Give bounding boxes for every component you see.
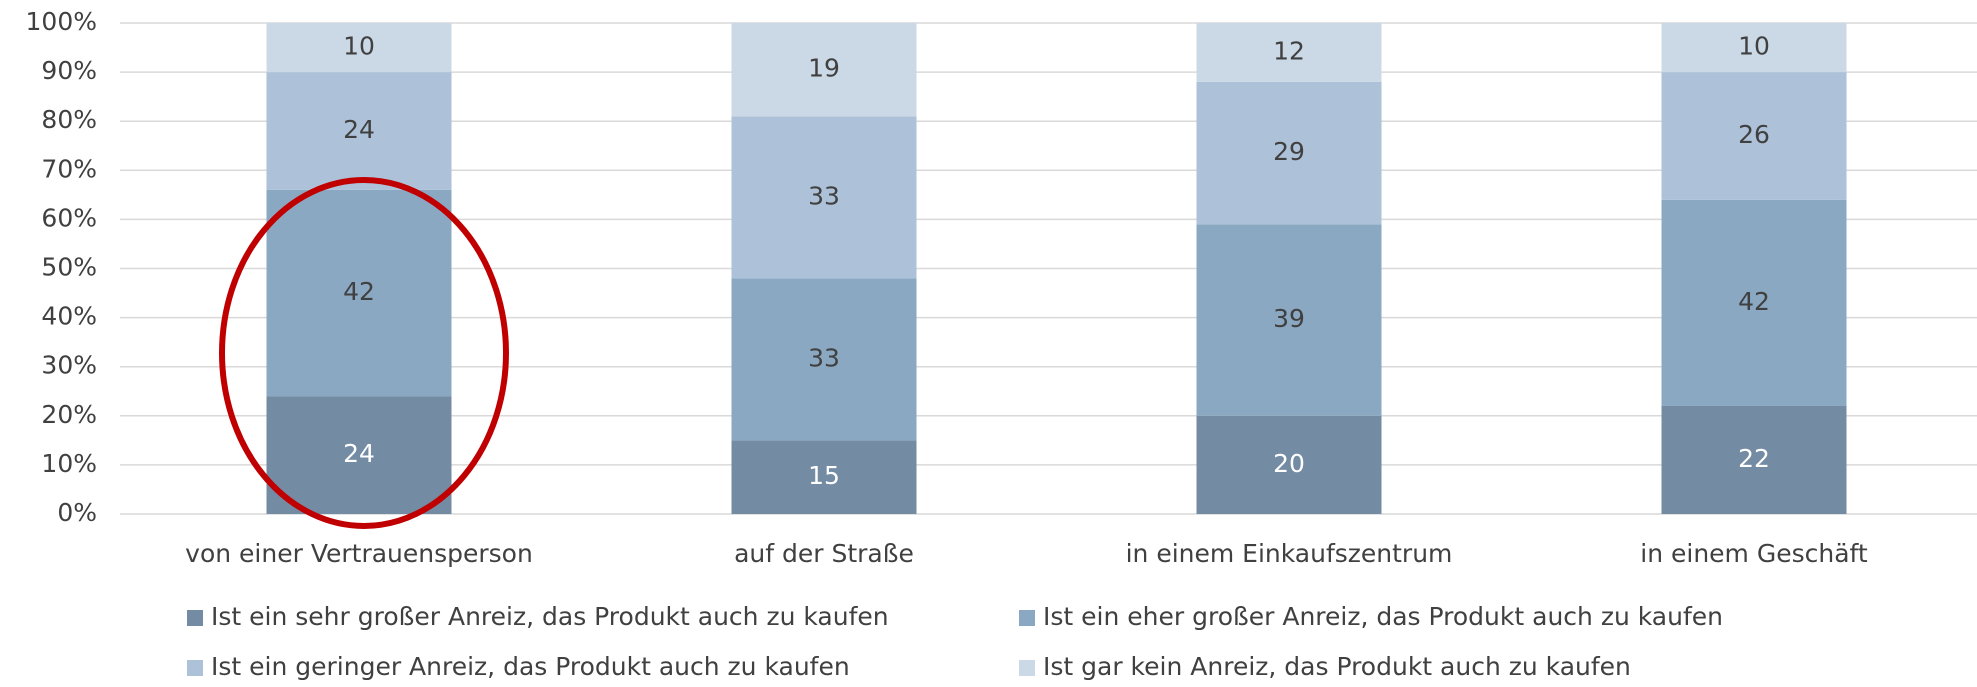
x-tick-label: von einer Vertrauensperson (185, 539, 533, 568)
bar-segment (1661, 72, 1847, 200)
legend-swatch (1019, 660, 1035, 676)
y-tick-label: 90% (41, 56, 97, 85)
data-label: 10 (343, 32, 375, 61)
highlight-ellipse (219, 177, 509, 529)
y-tick-label: 50% (41, 253, 97, 282)
data-label: 15 (808, 461, 840, 490)
plot: 0% 10% 20% 30% 40% 50% 60% 70% 80% 90% 100% von ein… (26, 7, 1977, 681)
data-label: 26 (1738, 120, 1770, 149)
legend-swatch (1019, 610, 1035, 626)
data-label: 12 (1273, 36, 1305, 65)
bar-segment (1196, 415, 1382, 514)
data-label: 24 (343, 115, 375, 144)
data-label: 42 (1738, 287, 1770, 316)
bar-segment (1196, 81, 1382, 225)
bar-segment (731, 23, 917, 117)
y-tick-label: 10% (41, 449, 97, 478)
bar-segment (266, 396, 452, 514)
data-label: 19 (808, 54, 840, 83)
bar-segment (731, 278, 917, 441)
data-label: 39 (1273, 304, 1305, 333)
x-tick-label: in einem Einkaufszentrum (1126, 539, 1453, 568)
data-label: 29 (1273, 137, 1305, 166)
legend-swatch (187, 660, 203, 676)
bar-segment (1196, 224, 1382, 416)
data-label: 20 (1273, 449, 1305, 478)
y-tick-label: 30% (41, 351, 97, 380)
x-tick-label: in einem Geschäft (1640, 539, 1868, 568)
bar-segment (1661, 199, 1847, 406)
legend-swatch (187, 610, 203, 626)
y-tick-label: 80% (41, 105, 97, 134)
legend-label: Ist gar kein Anreiz, das Produkt auch zu… (1043, 652, 1631, 681)
bar-segment (1196, 23, 1382, 82)
bar-segment (266, 23, 452, 73)
data-label: 10 (1738, 32, 1770, 61)
legend-label: Ist ein geringer Anreiz, das Produkt auc… (211, 652, 850, 681)
x-tick-label: auf der Straße (734, 539, 914, 568)
y-tick-label: 0% (57, 498, 97, 527)
bar-segment (1661, 405, 1847, 514)
bar-segment (266, 189, 452, 397)
bar-segment (731, 116, 917, 279)
y-tick-label: 100% (26, 7, 97, 36)
data-label: 33 (808, 181, 840, 210)
legend-label: Ist ein eher großer Anreiz, das Produkt … (1043, 602, 1723, 631)
data-label: 24 (343, 439, 375, 468)
y-tick-label: 70% (41, 154, 97, 183)
data-label: 42 (343, 277, 375, 306)
y-tick-label: 40% (41, 302, 97, 331)
y-tick-label: 60% (41, 203, 97, 232)
y-tick-label: 20% (41, 400, 97, 429)
bar-segment (266, 72, 452, 190)
data-label: 33 (808, 343, 840, 372)
bar-segment (1661, 23, 1847, 73)
bar-segment (731, 440, 917, 514)
data-label: 22 (1738, 444, 1770, 473)
legend-label: Ist ein sehr großer Anreiz, das Produkt … (211, 602, 889, 631)
